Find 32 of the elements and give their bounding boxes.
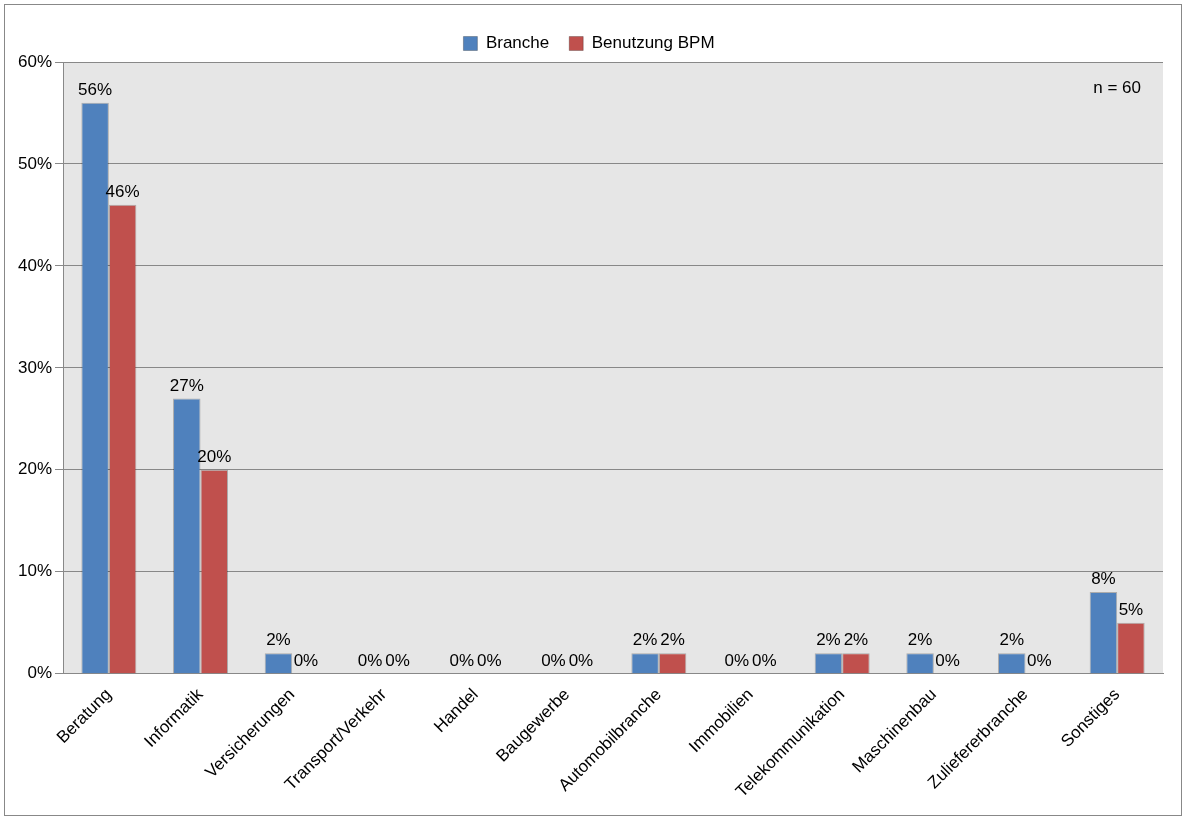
y-tick-label: 20% [17, 459, 53, 479]
data-label: 5% [1118, 599, 1144, 619]
data-label: 2% [266, 630, 291, 650]
data-label: 0% [724, 650, 750, 670]
data-label: 0% [568, 650, 594, 670]
annotation: n = 60 [1093, 78, 1141, 98]
data-label: 2% [999, 630, 1025, 650]
data-label: 2% [907, 630, 933, 650]
data-label: 2% [660, 630, 685, 650]
data-label: 0% [357, 650, 383, 670]
data-label: 2% [843, 630, 869, 650]
y-tick-label: 30% [17, 357, 53, 377]
legend-label: Benutzung BPM [591, 33, 715, 53]
data-label: 2% [632, 630, 658, 650]
y-tick-label: 40% [17, 255, 53, 275]
data-label: 27% [169, 375, 204, 395]
data-label: 8% [1091, 569, 1116, 589]
y-tick-label: 10% [17, 561, 53, 581]
data-label: 2% [816, 630, 841, 650]
data-label: 0% [541, 650, 566, 670]
y-tick-label: 0% [27, 663, 53, 683]
y-tick-label: 50% [17, 153, 53, 173]
data-label: 0% [293, 650, 319, 670]
data-label: 0% [449, 650, 475, 670]
y-tick-label: 60% [17, 51, 53, 71]
data-label: 0% [476, 650, 502, 670]
legend-label: Branche [485, 33, 550, 53]
data-label: 0% [751, 650, 777, 670]
data-label: 0% [1026, 650, 1052, 670]
data-label: 0% [935, 650, 960, 670]
data-label: 0% [385, 650, 410, 670]
data-label: 56% [78, 79, 113, 99]
